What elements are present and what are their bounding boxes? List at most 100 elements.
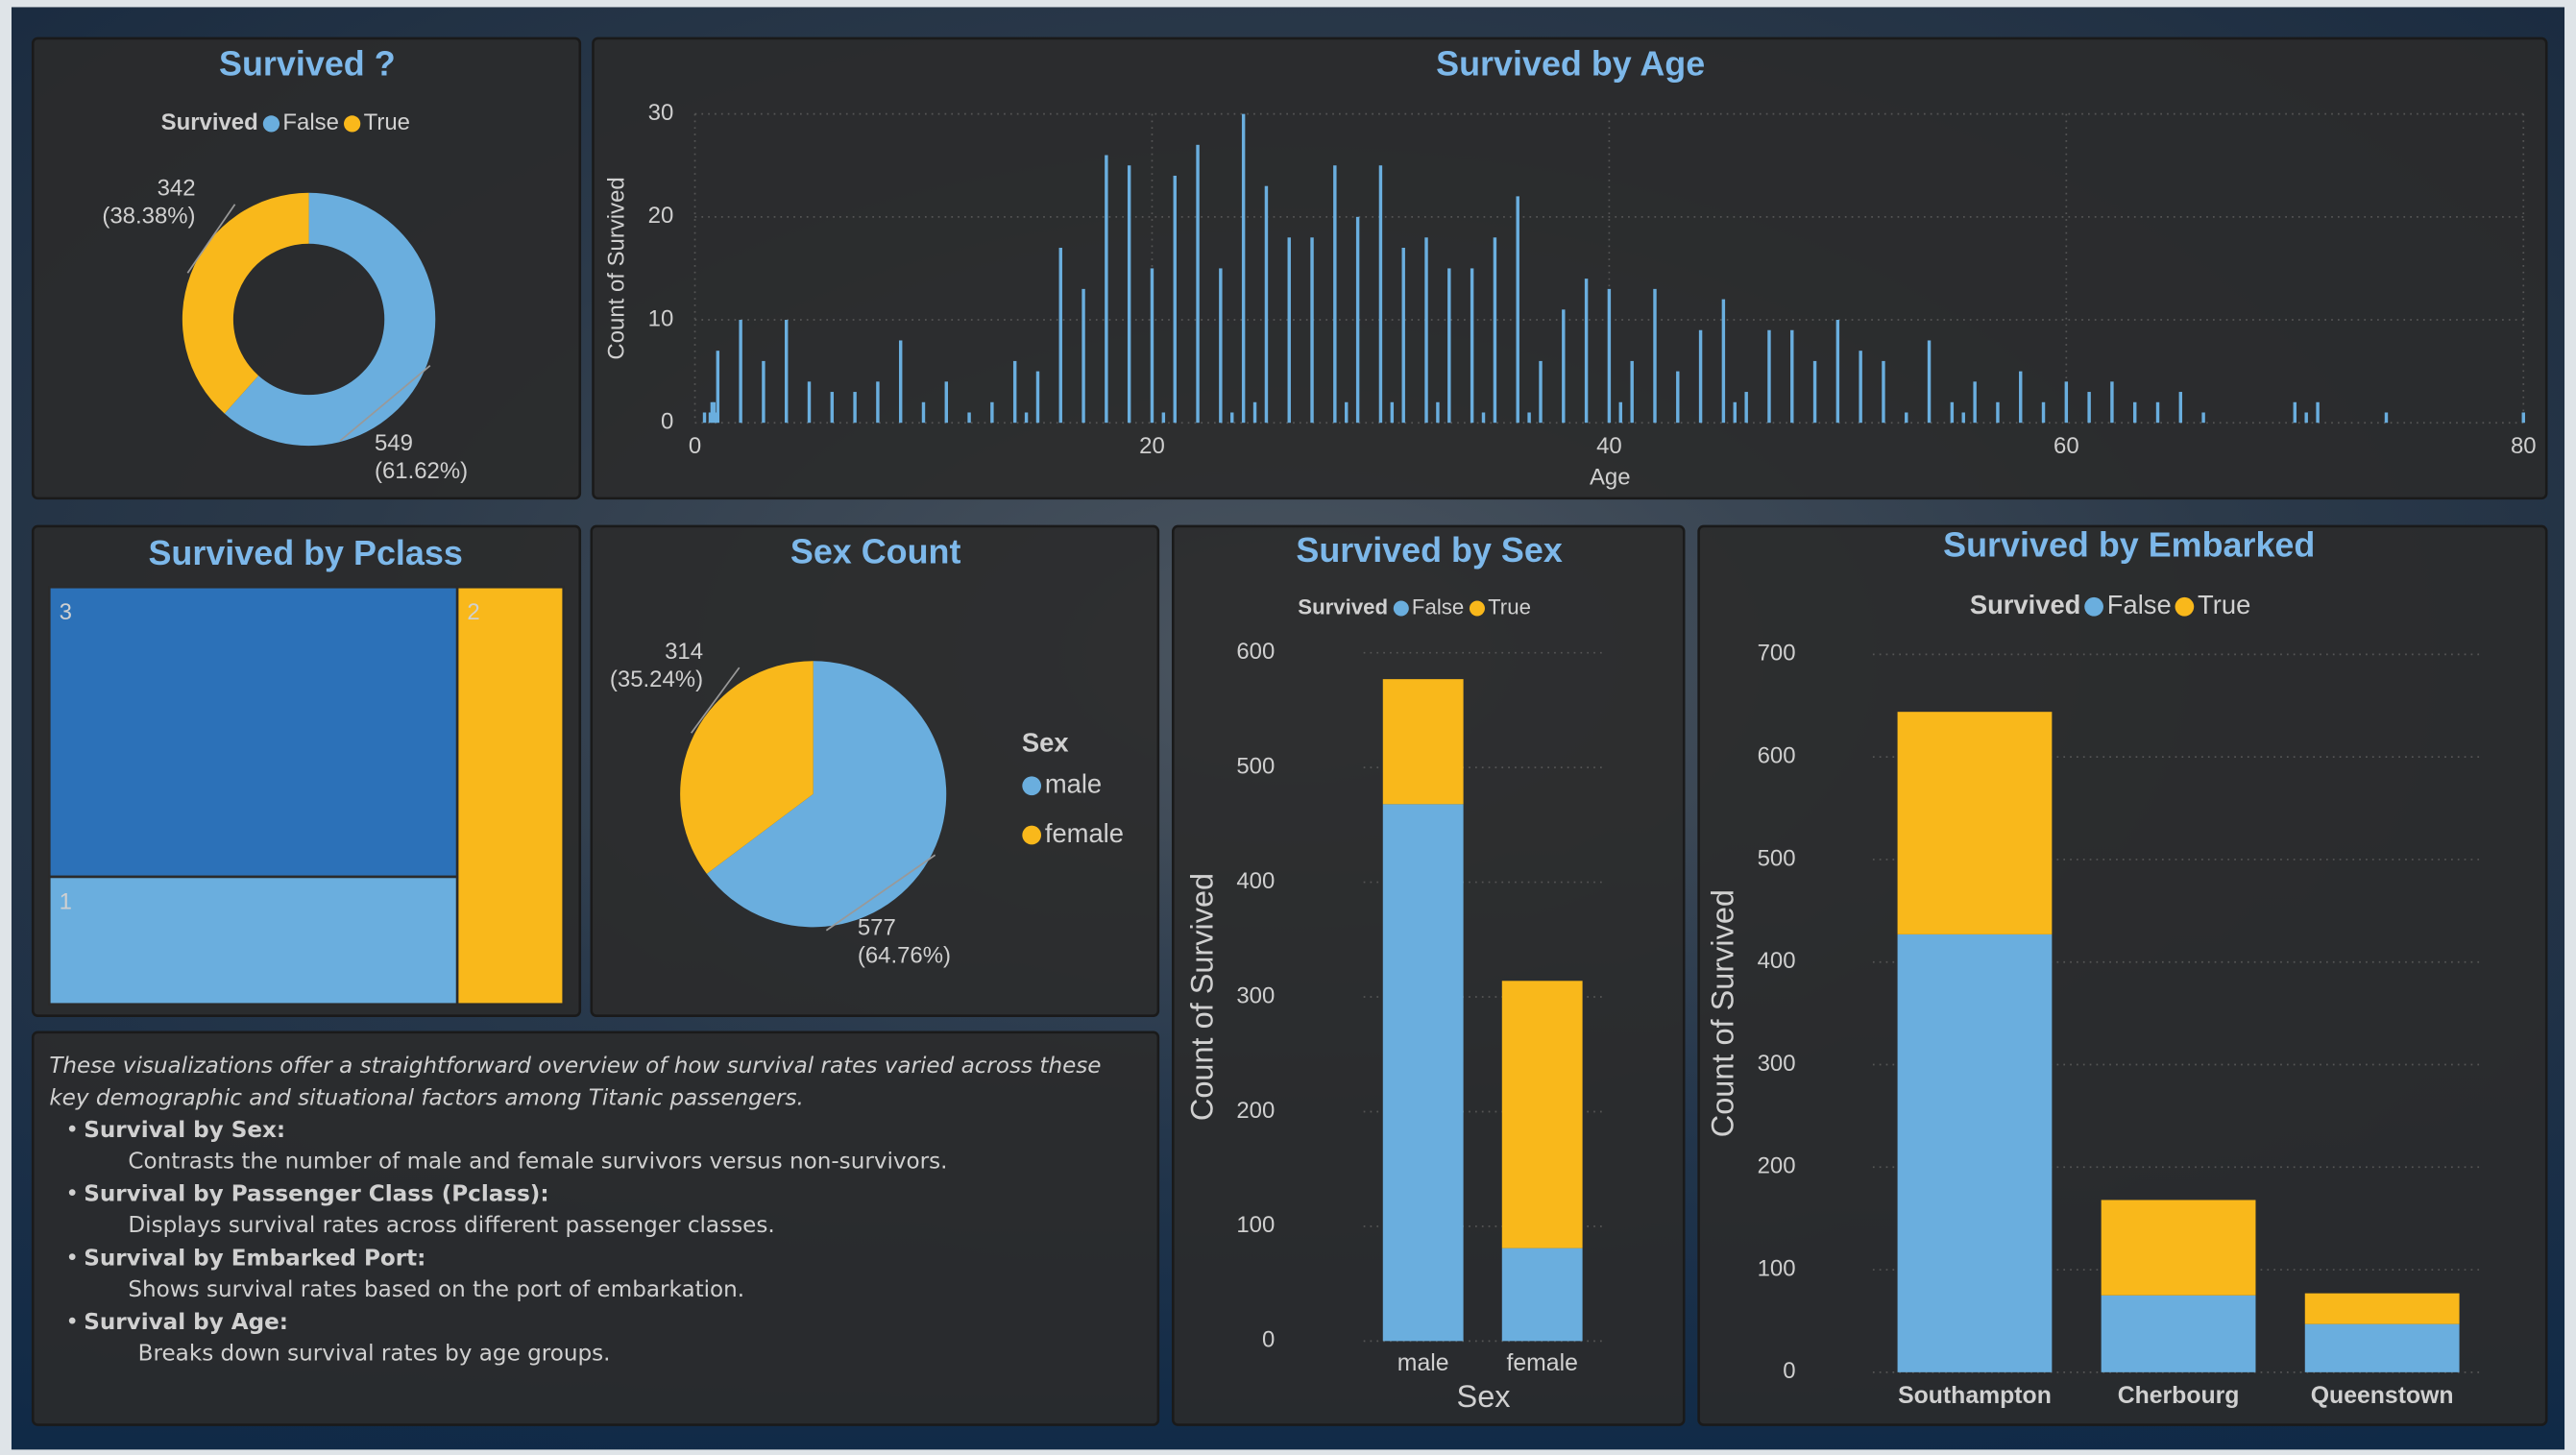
bar [1630, 360, 1634, 424]
bar [1698, 329, 1703, 424]
chart-title: Survived by Age [1436, 44, 1705, 84]
bar [1618, 401, 1623, 424]
legend-label: male [1045, 768, 1102, 798]
bar [1161, 412, 1166, 424]
notes-text: Displays survival rates across different… [128, 1213, 774, 1238]
chart-title: Survived by Sex [1296, 530, 1562, 570]
bar [1767, 329, 1771, 424]
bar [967, 412, 971, 424]
bar [1481, 412, 1486, 424]
bar [1287, 237, 1291, 424]
bar [1345, 401, 1349, 424]
y-tick-label: 300 [1236, 982, 1275, 1008]
y-tick-label: 30 [648, 100, 674, 126]
notes-text: Contrasts the number of male and female … [128, 1149, 947, 1174]
tile-label: 2 [467, 599, 479, 625]
bar [2316, 401, 2320, 424]
bar [1219, 268, 1223, 424]
x-tick-label: female [1506, 1350, 1577, 1376]
bar [1950, 401, 1955, 424]
bar [1424, 237, 1428, 424]
bar-segment [2101, 1295, 2256, 1372]
notes-text: Breaks down survival rates by age groups… [138, 1342, 611, 1367]
bullet: • [65, 1182, 79, 1207]
chart-title: Survived ? [219, 44, 396, 84]
y-tick-label: 300 [1758, 1051, 1796, 1077]
data-label: 577 [858, 914, 896, 940]
legend-marker [344, 115, 361, 133]
data-label-percent: (38.38%) [102, 204, 195, 230]
bar [716, 351, 720, 424]
bar-segment [2101, 1200, 2256, 1296]
bar [1173, 175, 1177, 424]
notes-intro: These visualizations offer a straightfor… [49, 1054, 1101, 1079]
data-label: 549 [375, 430, 413, 456]
y-tick-label: 600 [1758, 742, 1796, 768]
bar [1607, 288, 1612, 424]
bar [785, 320, 789, 424]
slice [706, 661, 947, 928]
legend-label: female [1045, 818, 1124, 848]
bar [1035, 371, 1040, 424]
data-label-percent: (35.24%) [610, 667, 703, 692]
bar [1447, 268, 1451, 424]
legend-label: True [2198, 590, 2250, 619]
bar [2521, 412, 2525, 424]
bar [944, 381, 948, 424]
legend-marker [262, 115, 280, 133]
bar [921, 401, 926, 424]
legend-marker [1022, 825, 1042, 845]
y-tick-label: 600 [1236, 639, 1275, 665]
bar [1355, 216, 1360, 424]
bar [708, 412, 713, 424]
slice [224, 192, 436, 447]
bar [876, 381, 880, 424]
bar [1024, 412, 1029, 424]
bar [762, 360, 766, 424]
bar [2087, 392, 2091, 424]
bar [1539, 360, 1543, 424]
bar [2178, 392, 2183, 424]
y-tick-label: 100 [1236, 1212, 1275, 1238]
bar [853, 392, 857, 424]
bar [1150, 268, 1154, 424]
bar [710, 401, 715, 424]
legend-title: Survived [161, 109, 258, 135]
bar [2293, 401, 2297, 424]
bar [2201, 412, 2205, 424]
bar-segment [2304, 1323, 2460, 1372]
bar [2041, 401, 2046, 424]
bar-segment [1382, 679, 1464, 805]
bar [830, 392, 835, 424]
notes-heading: Survival by Age: [84, 1310, 288, 1335]
bar [1721, 299, 1726, 424]
bar [1733, 401, 1737, 424]
bar [1012, 360, 1017, 424]
legend-title: Sex [1022, 728, 1069, 758]
y-tick-label: 200 [1236, 1098, 1275, 1124]
y-tick-label: 700 [1758, 641, 1796, 667]
bar [2133, 401, 2137, 424]
bar-segment [1501, 981, 1583, 1249]
bar [1527, 412, 1531, 424]
y-tick-label: 0 [1262, 1327, 1275, 1353]
y-tick-label: 400 [1236, 868, 1275, 894]
bar [1390, 401, 1395, 424]
treemap-tile [48, 875, 459, 1006]
slice [680, 661, 814, 874]
bar-segment [1382, 804, 1464, 1342]
bar [1436, 401, 1440, 424]
bar [1310, 237, 1314, 424]
y-axis-title: Count of Survived [1706, 889, 1740, 1137]
legend-label: True [1488, 594, 1531, 618]
legend-marker [1022, 776, 1042, 796]
data-label: 314 [665, 639, 703, 665]
bar [1882, 360, 1885, 424]
treemap-tile [48, 585, 459, 879]
bar [807, 381, 812, 424]
x-axis-title: Sex [1457, 1379, 1511, 1414]
y-tick-label: 20 [648, 203, 674, 229]
bar [1516, 196, 1519, 424]
bar-segment [1897, 934, 2053, 1372]
